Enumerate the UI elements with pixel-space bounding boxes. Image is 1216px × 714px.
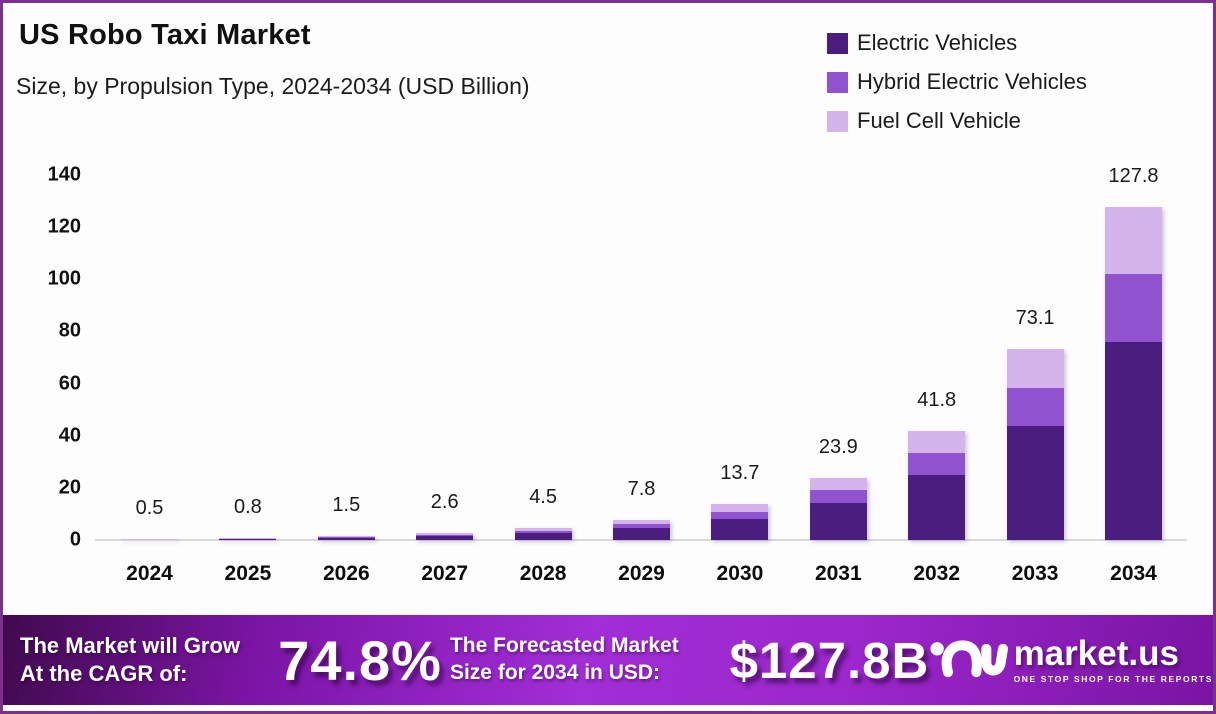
- bar-segment-2034-hybrid-electric-vehicles: [1105, 274, 1162, 342]
- y-axis-tick-label: 100: [47, 267, 81, 290]
- chart-area: 0 20 40 60 80 100 120 140 0.5 2024 0.8 2025 1.5 2026 2…: [3, 143, 1213, 608]
- bar-2031: [809, 477, 867, 540]
- legend-swatch-icon: [827, 110, 848, 132]
- forecast-label-line1: The Forecasted Market: [449, 634, 679, 658]
- y-axis-tick-label: 0: [69, 528, 81, 551]
- x-axis-label-2028: 2028: [519, 562, 567, 585]
- x-axis-label-2030: 2030: [716, 562, 764, 585]
- bar-total-label-2027: 2.6: [430, 491, 459, 514]
- bar-total-label-2024: 0.5: [135, 496, 164, 519]
- bar-segment-2033-fuel-cell-vehicle: [1006, 349, 1064, 388]
- legend-item-2: Fuel Cell Vehicle: [827, 108, 1087, 134]
- bar-segment-2027-hybrid-electric-vehicles: [416, 534, 474, 536]
- bar-segment-2030-hybrid-electric-vehicles: [711, 511, 769, 519]
- brand-name: market.us: [1013, 634, 1179, 673]
- legend-item-1: Hybrid Electric Vehicles: [827, 69, 1087, 95]
- bar-segment-2028-electric-vehicles: [514, 532, 572, 540]
- x-axis-label-2034: 2034: [1110, 562, 1157, 585]
- bar-segment-2031-hybrid-electric-vehicles: [809, 490, 867, 503]
- y-axis-tick-label: 120: [47, 215, 81, 238]
- bar-total-label-2028: 4.5: [529, 486, 557, 509]
- bar-segment-2025-electric-vehicles: [219, 538, 277, 540]
- bar-segment-2026-fuel-cell-vehicle: [317, 536, 375, 537]
- bar-segment-2033-electric-vehicles: [1006, 426, 1064, 540]
- bar-segment-2030-fuel-cell-vehicle: [711, 504, 769, 512]
- bar-total-label-2029: 7.8: [627, 477, 656, 500]
- y-axis-tick-label: 20: [58, 476, 81, 499]
- bar-total-label-2026: 1.5: [332, 494, 361, 517]
- bar-total-label-2033: 73.1: [1015, 307, 1055, 330]
- y-axis-tick-label: 60: [58, 372, 81, 395]
- bar-segment-2031-fuel-cell-vehicle: [809, 477, 867, 491]
- brand-tagline: ONE STOP SHOP FOR THE REPORTS: [1013, 674, 1213, 684]
- bar-segment-2031-electric-vehicles: [809, 502, 867, 540]
- market-us-swirl-icon: [928, 629, 1008, 692]
- chart-title: US Robo Taxi Market: [19, 19, 311, 51]
- bar-segment-2029-electric-vehicles: [613, 528, 670, 540]
- bar-2030: [711, 504, 769, 540]
- bar-segment-2032-fuel-cell-vehicle: [908, 431, 966, 453]
- cagr-label: The Market will Grow At the CAGR of:: [20, 632, 278, 688]
- x-axis-label-2031: 2031: [814, 562, 862, 585]
- x-axis-label-2033: 2033: [1011, 562, 1059, 585]
- forecast-value: $127.8B: [729, 631, 930, 689]
- x-axis-label-2029: 2029: [618, 562, 665, 585]
- bar-segment-2032-hybrid-electric-vehicles: [908, 452, 966, 475]
- bar-total-label-2032: 41.8: [917, 389, 957, 412]
- forecast-label-line2: Size for 2034 in USD:: [449, 661, 661, 684]
- legend-label: Fuel Cell Vehicle: [857, 108, 1021, 133]
- bar-2025: [219, 537, 277, 540]
- bar-2032: [908, 431, 966, 540]
- legend-swatch-icon: [827, 71, 848, 93]
- forecast-label: The Forecasted Market Size for 2034 in U…: [450, 633, 730, 686]
- cagr-label-line2: At the CAGR of:: [20, 661, 188, 686]
- bar-segment-2026-hybrid-electric-vehicles: [317, 536, 375, 538]
- bar-total-label-2034: 127.8: [1108, 164, 1159, 187]
- bar-total-label-2030: 13.7: [720, 462, 760, 485]
- bar-segment-2029-fuel-cell-vehicle: [613, 519, 670, 524]
- bar-2024: [121, 538, 178, 540]
- chart-subtitle: Size, by Propulsion Type, 2024-2034 (USD…: [16, 73, 530, 99]
- bar-segment-2029-hybrid-electric-vehicles: [613, 523, 670, 528]
- legend: Electric Vehicles Hybrid Electric Vehicle…: [827, 30, 1087, 134]
- x-axis-label-2024: 2024: [126, 562, 173, 585]
- legend-swatch-icon: [827, 32, 848, 54]
- bar-segment-2027-electric-vehicles: [416, 535, 474, 540]
- legend-item-0: Electric Vehicles: [827, 30, 1087, 56]
- bar-2027: [416, 533, 474, 540]
- y-axis-tick-label: 40: [58, 424, 81, 447]
- bar-total-label-2031: 23.9: [818, 435, 858, 458]
- bar-segment-2034-electric-vehicles: [1105, 341, 1162, 540]
- bar-segment-2032-electric-vehicles: [908, 474, 966, 540]
- bar-2028: [514, 528, 572, 540]
- cagr-value: 74.8%: [278, 628, 442, 692]
- bar-segment-2028-hybrid-electric-vehicles: [514, 530, 572, 533]
- legend-label: Hybrid Electric Vehicles: [857, 69, 1087, 94]
- x-axis-label-2027: 2027: [421, 562, 469, 585]
- y-axis-tick-label: 140: [47, 163, 81, 186]
- legend-label: Electric Vehicles: [857, 30, 1018, 55]
- footer-banner: The Market will Grow At the CAGR of: 74.…: [3, 615, 1213, 705]
- brand: market.us ONE STOP SHOP FOR THE REPORTS: [928, 629, 1213, 692]
- x-axis-label-2032: 2032: [913, 562, 961, 585]
- brand-text: market.us ONE STOP SHOP FOR THE REPORTS: [1014, 636, 1213, 684]
- bar-segment-2028-fuel-cell-vehicle: [514, 528, 572, 531]
- y-axis-tick-label: 80: [58, 319, 81, 342]
- bar-2029: [613, 519, 670, 540]
- x-axis-baseline: [95, 539, 1187, 541]
- bar-segment-2026-electric-vehicles: [317, 537, 375, 540]
- bar-2034: [1105, 206, 1162, 540]
- bar-segment-2034-fuel-cell-vehicle: [1105, 206, 1162, 275]
- bar-segment-2024-electric-vehicles: [121, 539, 178, 540]
- bar-total-label-2025: 0.8: [233, 495, 262, 518]
- bar-segment-2033-hybrid-electric-vehicles: [1006, 388, 1064, 427]
- bar-2026: [317, 536, 375, 540]
- bar-segment-2030-electric-vehicles: [711, 518, 769, 540]
- x-axis-label-2025: 2025: [224, 562, 272, 585]
- x-axis-label-2026: 2026: [322, 562, 370, 585]
- bar-segment-2027-fuel-cell-vehicle: [416, 533, 474, 535]
- cagr-label-line1: The Market will Grow: [20, 633, 241, 659]
- bar-2033: [1006, 349, 1064, 540]
